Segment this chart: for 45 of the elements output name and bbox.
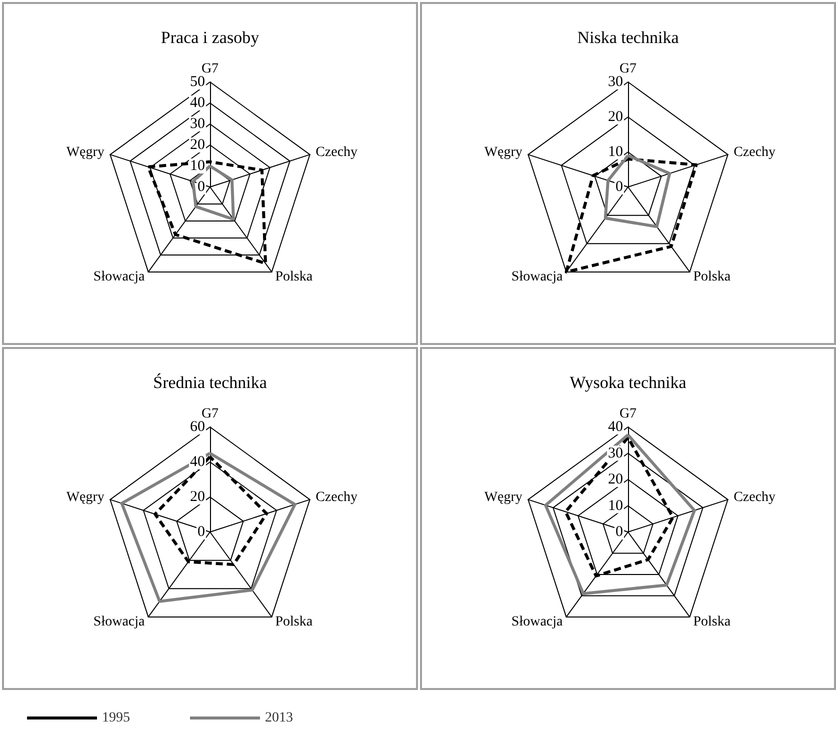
y-tick-label: 0 xyxy=(198,179,205,195)
spoke-label: Czechy xyxy=(734,490,776,506)
spoke-label: Polska xyxy=(693,614,732,630)
y-tick-label: 50 xyxy=(190,74,205,90)
spoke-label: Czechy xyxy=(316,490,358,506)
y-tick-label: 40 xyxy=(190,95,205,111)
spoke-label: Czechy xyxy=(734,145,776,160)
spoke-label: Węgry xyxy=(484,490,522,506)
y-tick-label: 30 xyxy=(608,445,623,462)
y-tick-label: 20 xyxy=(190,137,205,153)
y-tick-label: 0 xyxy=(616,179,623,195)
y-tick-label: 10 xyxy=(190,158,205,174)
spoke-label: G7 xyxy=(619,406,637,422)
y-tick-label: 0 xyxy=(616,524,623,540)
chart-title: Praca i zasoby xyxy=(160,28,260,47)
spoke-label: Słowacja xyxy=(511,614,564,630)
legend-label: 2013 xyxy=(265,710,293,726)
spoke-label: Węgry xyxy=(66,145,104,160)
y-tick-label: 40 xyxy=(608,419,623,435)
chart-title: Średnia technika xyxy=(153,373,268,392)
y-tick-label: 20 xyxy=(190,489,205,505)
spoke-label: Czechy xyxy=(316,145,358,160)
chart-title: Niska technika xyxy=(577,28,680,47)
spoke-label: G7 xyxy=(619,62,637,76)
y-tick-label: 60 xyxy=(190,419,205,435)
spoke-label: G7 xyxy=(201,406,219,422)
spoke-label: Polska xyxy=(275,614,314,630)
y-tick-label: 20 xyxy=(608,472,623,488)
y-tick-label: 40 xyxy=(190,454,205,470)
spoke-label: Słowacja xyxy=(93,269,146,284)
spoke-label: Węgry xyxy=(484,145,522,160)
chart-title: Wysoka technika xyxy=(570,373,687,392)
spoke-label: Polska xyxy=(693,269,732,284)
y-tick-label: 30 xyxy=(190,116,205,132)
y-tick-label: 10 xyxy=(608,498,623,514)
spoke-label: Słowacja xyxy=(511,269,564,284)
y-tick-label: 30 xyxy=(608,74,623,90)
spoke-label: G7 xyxy=(201,62,219,76)
y-tick-label: 0 xyxy=(198,524,205,540)
legend-label: 1995 xyxy=(102,710,130,726)
y-tick-label: 20 xyxy=(608,109,623,125)
y-tick-label: 10 xyxy=(608,144,623,160)
spoke-label: Polska xyxy=(275,269,314,284)
spoke-label: Słowacja xyxy=(93,614,146,630)
spoke-label: Węgry xyxy=(66,490,104,506)
